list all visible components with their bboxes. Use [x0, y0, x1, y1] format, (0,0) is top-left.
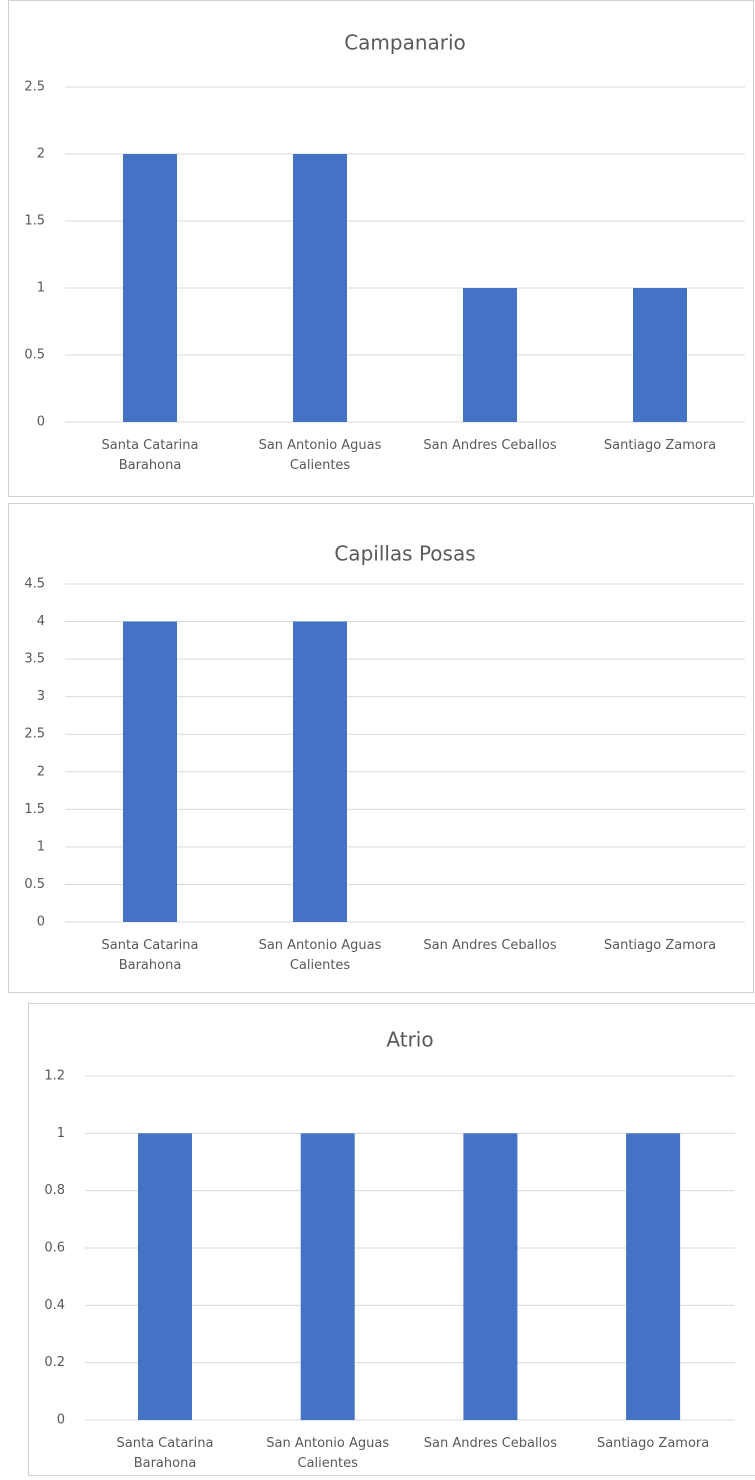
bar [293, 154, 347, 422]
y-tick-label: 0.5 [24, 877, 45, 892]
x-tick-label: San Andres Ceballos [423, 938, 556, 953]
y-tick-label: 0.4 [44, 1298, 65, 1313]
bar [138, 1133, 192, 1420]
y-tick-label: 4.5 [24, 577, 45, 592]
y-tick-label: 4 [37, 614, 45, 629]
x-tick-label: Santiago Zamora [604, 438, 716, 453]
y-tick-label: 3.5 [24, 652, 45, 667]
x-tick-label: San Andres Ceballos [424, 1436, 557, 1451]
y-tick-label: 2.5 [24, 727, 45, 742]
chart-frame [9, 504, 754, 993]
y-tick-label: 1.2 [44, 1069, 65, 1084]
x-tick-label: Santiago Zamora [604, 938, 716, 953]
bar [626, 1133, 680, 1420]
y-tick-label: 3 [37, 689, 45, 704]
y-tick-label: 0.5 [24, 348, 45, 363]
y-tick-label: 2 [37, 147, 45, 162]
y-tick-label: 1 [57, 1126, 65, 1141]
y-tick-label: 1.5 [24, 214, 45, 229]
x-tick-label: Santiago Zamora [597, 1436, 709, 1451]
bar [301, 1133, 355, 1420]
y-tick-label: 0 [57, 1413, 65, 1428]
y-tick-label: 1 [37, 281, 45, 296]
y-tick-label: 2.5 [24, 80, 45, 95]
chart-title: Atrio [386, 1028, 433, 1052]
bar [463, 288, 517, 422]
y-tick-label: 0.8 [44, 1183, 65, 1198]
bar [463, 1133, 517, 1420]
bar [123, 622, 177, 922]
x-tick-label: San Andres Ceballos [423, 438, 556, 453]
bar [633, 288, 687, 422]
bar [293, 622, 347, 922]
y-tick-label: 0 [37, 915, 45, 930]
y-tick-label: 1 [37, 839, 45, 854]
y-tick-label: 0.6 [44, 1241, 65, 1256]
bar [123, 154, 177, 422]
y-tick-label: 0 [37, 415, 45, 430]
y-tick-label: 2 [37, 764, 45, 779]
y-tick-label: 0.2 [44, 1355, 65, 1370]
chart-title: Campanario [344, 31, 466, 55]
y-tick-label: 1.5 [24, 802, 45, 817]
chart-title: Capillas Posas [334, 542, 475, 566]
